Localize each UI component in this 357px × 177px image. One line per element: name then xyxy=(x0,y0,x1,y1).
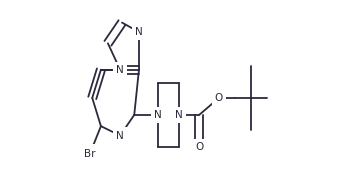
Text: Br: Br xyxy=(84,149,95,159)
Text: N: N xyxy=(154,110,162,120)
Text: O: O xyxy=(215,93,223,103)
Text: N: N xyxy=(135,27,143,37)
Text: O: O xyxy=(195,142,203,152)
Text: N: N xyxy=(116,65,124,75)
Text: N: N xyxy=(175,110,182,120)
Text: N: N xyxy=(116,131,124,141)
